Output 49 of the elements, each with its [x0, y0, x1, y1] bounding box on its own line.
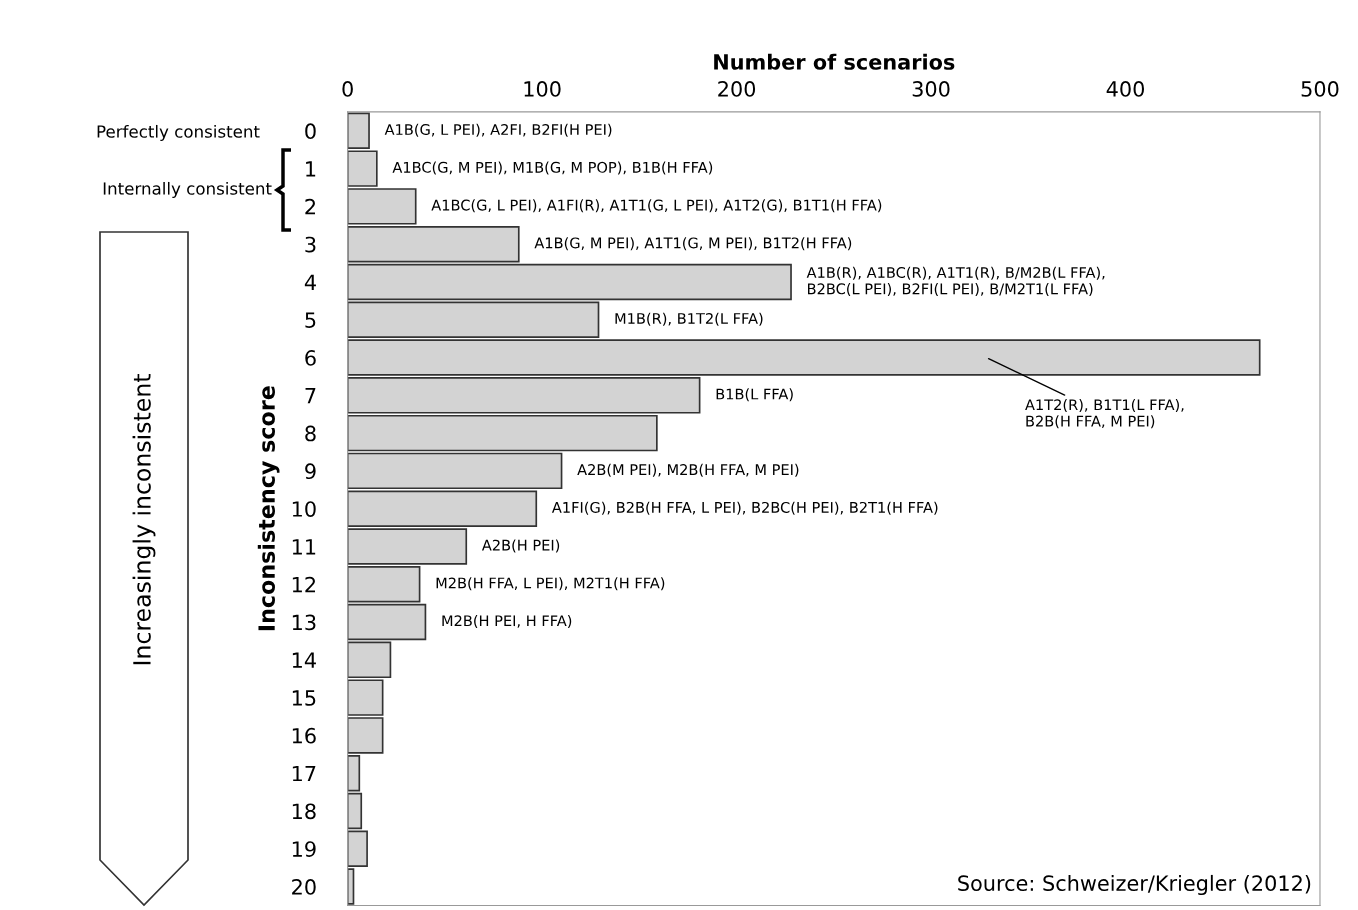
x-tick-label: 500: [1301, 81, 1339, 97]
y-tick-label: 6: [305, 350, 316, 366]
x-tick-label: 400: [1106, 81, 1145, 97]
y-tick-label: 4: [304, 274, 316, 290]
data-label: A1BC(G, M PEI), M1B(G, M POP), B1B(H FFA): [392, 161, 713, 175]
data-label: A1BC(G, L PEI), A1FI(R), A1T1(G, L PEI), A1T2(G), B1T1(H FFA): [431, 199, 882, 213]
bar: [347, 792, 363, 830]
data-label: B1B(L FFA): [716, 388, 793, 402]
y-tick-label: 1: [306, 161, 316, 177]
y-tick-label: 12: [292, 576, 316, 593]
y-tick-label: 5: [305, 312, 316, 328]
data-label: A1B(G, M PEI), A1T1(G, M PEI), B1T2(H FFA): [534, 237, 852, 251]
data-label: A1FI(G), B2B(H FFA, L PEI), B2BC(H PEI), B2T1(H FFA): [551, 501, 938, 515]
y-tick-label: 2: [305, 198, 316, 215]
y-tick-label: 7: [305, 388, 316, 404]
data-label: M2B(H FFA, L PEI), M2T1(H FFA): [436, 577, 665, 591]
text: Increasingly inconsistent: [132, 374, 156, 665]
text: Internally consistent: [103, 181, 272, 199]
y-tick-label: 8: [305, 425, 316, 442]
y-tick-label: 16: [292, 727, 316, 744]
x-axis-title: Number of scenarios: [714, 53, 955, 70]
bar: [347, 603, 427, 641]
annotation: Source: Schweizer/Kriegler (2012): [958, 874, 1311, 896]
x-tick-label: 300: [912, 81, 950, 97]
x-tick-label: 0: [342, 81, 353, 97]
y-tick-label: 9: [305, 463, 316, 480]
data-label: A1B(R), A1BC(R), A1T1(R), B/M2B(L FFA), B2BC(L PEI), B2FI(L PEI), B/M2T1(L FFA): [806, 266, 1105, 297]
data-label: M2B(H PEI, H FFA): [442, 615, 572, 628]
y-tick-label: 14: [292, 652, 316, 668]
x-tick-label: 200: [718, 81, 756, 97]
x-tick-label: 100: [524, 81, 561, 97]
bar: [347, 263, 792, 301]
y-axis-title: Inconsistency score: [257, 386, 280, 631]
y-tick-label: 13: [292, 614, 316, 631]
annotation: A1T2(R), B1T1(L FFA), B2B(H FFA, M PEI): [1025, 399, 1184, 429]
text: Perfectly consistent: [97, 124, 260, 142]
y-tick-label: 11: [292, 539, 316, 555]
data-label: A1B(G, L PEI), A2FI, B2FI(H PEI): [384, 123, 612, 137]
y-tick-label: 18: [292, 803, 316, 820]
data-label: A2B(M PEI), M2B(H FFA, M PEI): [577, 463, 799, 477]
data-label: M1B(R), B1T2(L FFA): [615, 312, 763, 326]
data-label: A2B(H PEI): [481, 539, 560, 553]
y-tick-label: 20: [292, 879, 316, 895]
y-tick-label: 19: [292, 841, 316, 857]
y-tick-label: 10: [292, 501, 316, 517]
y-tick-label: 3: [305, 236, 316, 253]
y-tick-label: 0: [305, 123, 316, 140]
y-tick-label: 17: [292, 765, 316, 782]
y-tick-label: 15: [292, 690, 316, 706]
